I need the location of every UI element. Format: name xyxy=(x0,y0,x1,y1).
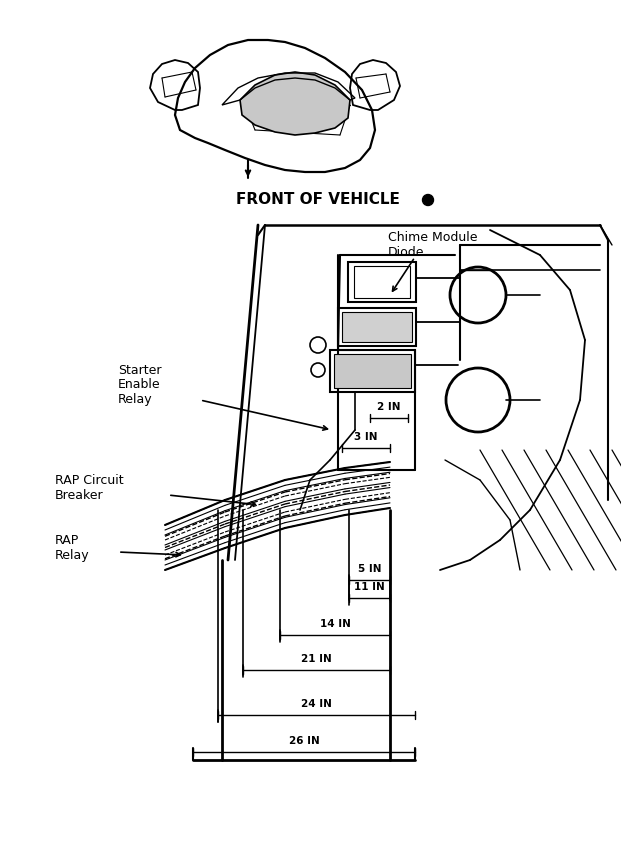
Bar xyxy=(330,350,415,392)
Text: FRONT OF VEHICLE: FRONT OF VEHICLE xyxy=(236,192,400,208)
Text: Starter
Enable
Relay: Starter Enable Relay xyxy=(118,363,161,406)
Text: 3 IN: 3 IN xyxy=(354,432,378,442)
Text: RAP
Relay: RAP Relay xyxy=(55,534,89,562)
Bar xyxy=(342,312,412,342)
Text: 14 IN: 14 IN xyxy=(320,619,350,629)
Text: Chime Module
Diode: Chime Module Diode xyxy=(388,231,478,259)
Text: 26 IN: 26 IN xyxy=(289,736,319,746)
Polygon shape xyxy=(240,72,350,135)
Text: 2 IN: 2 IN xyxy=(377,402,401,412)
Text: 11 IN: 11 IN xyxy=(354,582,385,592)
Text: 24 IN: 24 IN xyxy=(301,699,332,709)
Text: 5 IN: 5 IN xyxy=(358,564,381,574)
Text: 21 IN: 21 IN xyxy=(301,654,332,664)
Circle shape xyxy=(422,194,433,205)
Bar xyxy=(338,308,416,346)
Text: RAP Circuit
Breaker: RAP Circuit Breaker xyxy=(55,474,124,502)
Bar xyxy=(334,354,411,388)
Bar xyxy=(354,266,410,298)
Bar xyxy=(348,262,416,302)
